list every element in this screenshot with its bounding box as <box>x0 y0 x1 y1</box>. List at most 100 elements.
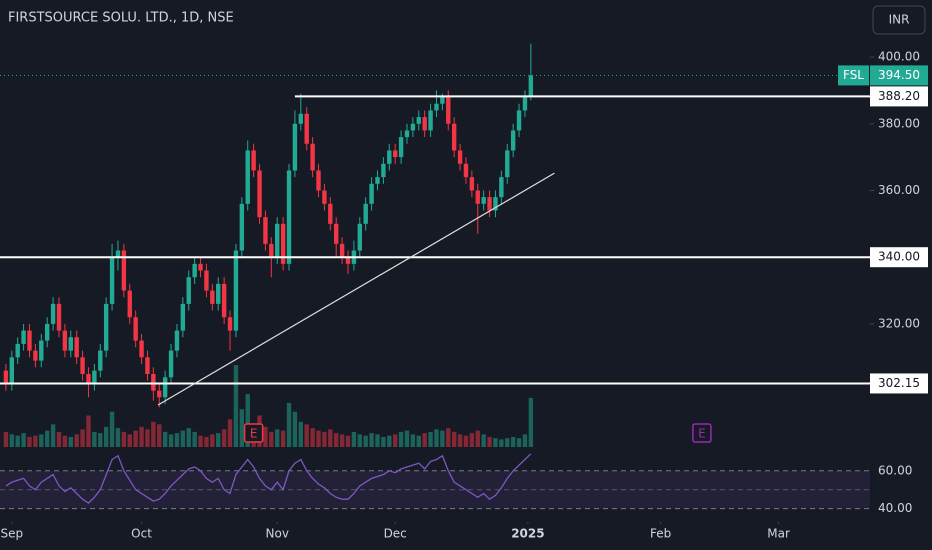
volume-bar <box>269 431 274 447</box>
candle-body <box>457 150 463 164</box>
candle-body <box>227 317 233 331</box>
candle-body <box>245 150 250 204</box>
volume-bar <box>334 433 339 447</box>
candle-body <box>21 330 26 344</box>
volume-bar <box>133 430 138 447</box>
candle-body <box>174 330 180 351</box>
trendline <box>157 172 555 406</box>
volume-bar <box>457 434 463 447</box>
candle-body <box>475 190 480 204</box>
volume-bar <box>127 434 132 447</box>
candle-body <box>292 123 298 171</box>
candle-body <box>410 123 416 131</box>
volume-bar <box>322 431 327 447</box>
volume-bar <box>440 430 445 447</box>
volume-bar <box>363 435 368 447</box>
currency-button[interactable] <box>872 5 926 35</box>
candle-body <box>316 170 321 191</box>
candle-body <box>257 170 262 218</box>
volume-bar <box>292 411 298 447</box>
y-tick-label: 380.00 <box>878 116 920 130</box>
candle-body <box>487 197 492 211</box>
candle-body <box>463 163 469 178</box>
volume-bar <box>168 434 174 447</box>
volume-bar <box>74 434 79 447</box>
volume-bar <box>528 397 534 447</box>
volume-bar <box>275 429 280 447</box>
candle-body <box>499 177 504 198</box>
volume-bar <box>298 421 304 447</box>
volume-bar <box>499 439 504 447</box>
event-marker <box>692 423 712 443</box>
volume-bar <box>44 430 50 447</box>
volume-bar <box>186 428 191 447</box>
volume-bar <box>86 415 91 447</box>
candle-body <box>9 357 14 384</box>
volume-bar <box>392 434 398 447</box>
volume-bar <box>469 433 475 447</box>
candle-body <box>133 317 138 341</box>
volume-bar <box>145 429 150 447</box>
candle-body <box>381 163 386 178</box>
volume-bar <box>162 431 168 447</box>
volume-bar <box>280 430 286 447</box>
candle-body <box>210 290 215 304</box>
volume-bar <box>522 434 528 447</box>
x-tick-label: Dec <box>384 527 407 541</box>
candle-body <box>392 150 398 158</box>
candle-body <box>428 110 433 131</box>
candle-body <box>109 257 115 304</box>
candle-body <box>216 283 221 304</box>
volume-bar <box>481 434 486 447</box>
candle-body <box>510 130 516 151</box>
volume-bar <box>345 435 351 447</box>
x-tick-label: Oct <box>131 527 152 541</box>
volume-bar <box>221 429 227 447</box>
volume-bar <box>304 424 309 447</box>
candle-body <box>263 217 268 244</box>
volume-bar <box>103 426 109 447</box>
candle-body <box>186 277 191 304</box>
volume-bar <box>62 435 68 447</box>
volume-bar <box>428 431 433 447</box>
candle-body <box>369 183 374 204</box>
candle-body <box>440 97 445 104</box>
candle-body <box>221 283 227 318</box>
candle-body <box>505 150 510 178</box>
candle-body <box>162 377 168 398</box>
candle-body <box>204 270 209 291</box>
candle-body <box>92 370 97 384</box>
last-price-badge <box>870 65 928 86</box>
volume-bar <box>68 436 73 447</box>
candle-body <box>139 340 144 358</box>
candle-body <box>269 243 274 258</box>
candle-body <box>168 350 174 378</box>
candle-body <box>304 113 309 144</box>
volume-bar <box>369 433 374 447</box>
volume-bar <box>493 438 498 447</box>
volume-bar <box>92 431 97 447</box>
volume-bar <box>204 436 209 447</box>
x-tick-label: Nov <box>266 527 289 541</box>
candle-body <box>145 357 150 374</box>
volume-bar <box>27 436 32 447</box>
volume-bar <box>39 434 44 447</box>
candle-body <box>239 203 245 251</box>
volume-bar <box>422 433 427 447</box>
volume-bar <box>50 424 56 447</box>
volume-bar <box>505 438 510 447</box>
volume-bar <box>339 434 345 447</box>
candle-body <box>275 223 280 258</box>
volume-bar <box>245 394 250 447</box>
candle-body <box>39 340 44 361</box>
volume-bar <box>357 434 362 447</box>
volume-bar <box>151 421 156 447</box>
candle-body <box>121 250 127 291</box>
currency[interactable]: INR <box>889 13 910 27</box>
candle-body <box>522 97 528 111</box>
volume-bar <box>80 429 85 447</box>
volume-bar <box>33 435 38 447</box>
candle-body <box>434 103 439 111</box>
volume-bar <box>98 433 103 447</box>
